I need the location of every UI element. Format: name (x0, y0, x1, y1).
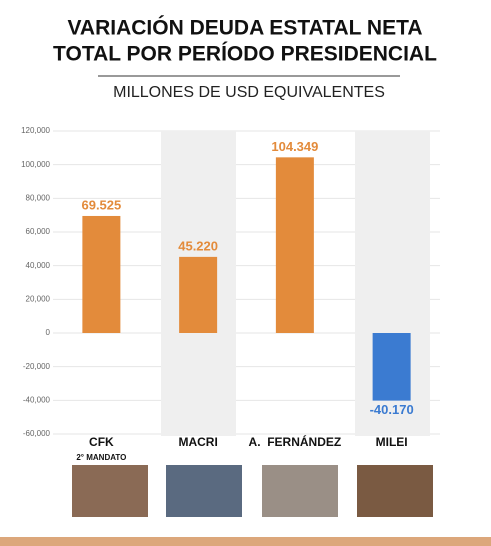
chart-title: TOTAL POR PERÍODO PRESIDENCIAL (53, 43, 437, 66)
footer-strip (0, 537, 491, 546)
photo (262, 465, 338, 517)
photo (357, 465, 433, 517)
y-tick-label: 40,000 (26, 261, 51, 270)
y-tick-label: 100,000 (21, 160, 50, 169)
y-tick-label: -60,000 (23, 429, 51, 438)
chart-title: VARIACIÓN DEUDA ESTATAL NETA (67, 16, 422, 40)
y-tick-label: 80,000 (26, 193, 51, 202)
x-tick-label: MILEI (376, 435, 408, 449)
value-label: 69.525 (81, 197, 121, 212)
x-tick-label: CFK (89, 435, 114, 449)
bar (179, 256, 218, 333)
y-tick-label: 0 (46, 328, 51, 337)
value-label: -40.170 (370, 402, 414, 417)
y-tick-label: -20,000 (23, 362, 51, 371)
photo (166, 465, 242, 517)
x-tick-label: MACRI (178, 435, 217, 449)
value-label: 104.349 (271, 139, 318, 154)
y-tick-label: 20,000 (26, 294, 51, 303)
photo (72, 465, 148, 517)
x-tick-label: A. FERNÁNDEZ (249, 434, 342, 449)
value-label: 45.220 (178, 238, 218, 253)
y-tick-label: -40,000 (23, 395, 51, 404)
bar (82, 215, 121, 333)
y-tick-label: 60,000 (26, 227, 51, 236)
y-tick-label: 120,000 (21, 126, 50, 135)
category-note: 2° MANDATO (76, 453, 126, 462)
bar (372, 333, 411, 401)
chart-subtitle: MILLONES DE USD EQUIVALENTES (113, 84, 385, 101)
bar (275, 157, 314, 333)
